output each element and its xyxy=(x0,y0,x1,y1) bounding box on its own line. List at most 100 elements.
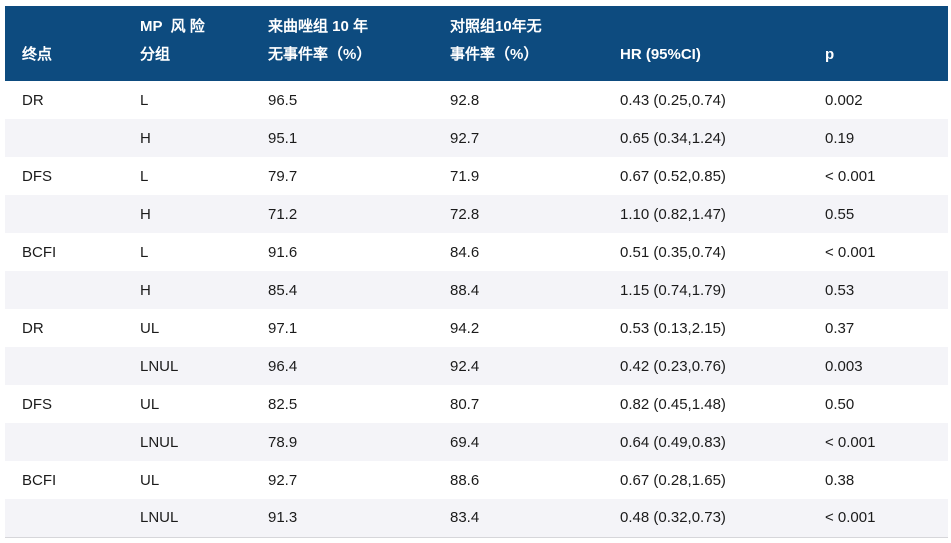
header-cell-control-rate: 对照组10年无 事件率（%） xyxy=(433,6,603,81)
cell-mp-risk-group: L xyxy=(140,243,149,261)
cell-hr: 0.53 (0.13,2.15) xyxy=(620,319,726,337)
cell-mp-risk-group: LNUL xyxy=(140,433,179,451)
cell-mp-risk-group: UL xyxy=(140,471,160,489)
cell-mp-risk-group: L xyxy=(140,167,149,185)
cell-p-value: 0.37 xyxy=(825,319,855,337)
table-row: LNUL 96.4 92.4 0.42 (0.23,0.76) 0.003 xyxy=(5,347,948,385)
header-cell-mp-risk-group: MP 风 险 分组 xyxy=(123,6,251,81)
cell-p-value: < 0.001 xyxy=(825,243,876,261)
cell-hr: 0.67 (0.28,1.65) xyxy=(620,471,726,489)
results-table-container: 终点 MP 风 险 分组 来曲唑组 10 年 无事件率（%） 对照组10年无 事… xyxy=(5,6,948,538)
cell-endpoint xyxy=(5,119,123,157)
cell-hr: 0.67 (0.52,0.85) xyxy=(620,167,726,185)
cell-letrozole-rate: 95.1 xyxy=(268,129,298,147)
table-row: H 71.2 72.8 1.10 (0.82,1.47) 0.55 xyxy=(5,195,948,233)
cell-hr: 0.42 (0.23,0.76) xyxy=(620,357,726,375)
cell-hr: 1.10 (0.82,1.47) xyxy=(620,205,726,223)
header-cell-p: p xyxy=(808,6,948,81)
cell-control-rate: 80.7 xyxy=(450,395,480,413)
table-row: BCFI L 91.6 84.6 0.51 (0.35,0.74) < 0.001 xyxy=(5,233,948,271)
cell-endpoint xyxy=(5,423,123,461)
cell-hr: 0.48 (0.32,0.73) xyxy=(620,509,726,527)
cell-control-rate: 88.6 xyxy=(450,471,480,489)
cell-endpoint: DFS xyxy=(22,395,52,413)
cell-p-value: 0.55 xyxy=(825,205,855,223)
table-row: LNUL 91.3 83.4 0.48 (0.32,0.73) < 0.001 xyxy=(5,499,948,537)
cell-hr: 0.51 (0.35,0.74) xyxy=(620,243,726,261)
cell-hr: 1.15 (0.74,1.79) xyxy=(620,281,726,299)
cell-mp-risk-group: UL xyxy=(140,319,160,337)
header-p-label: p xyxy=(825,46,835,63)
cell-control-rate: 92.8 xyxy=(450,91,480,109)
cell-control-rate: 72.8 xyxy=(450,205,480,223)
cell-letrozole-rate: 71.2 xyxy=(268,205,298,223)
cell-hr: 0.43 (0.25,0.74) xyxy=(620,91,726,109)
table-row: DFS L 79.7 71.9 0.67 (0.52,0.85) < 0.001 xyxy=(5,157,948,195)
table-row: H 85.4 88.4 1.15 (0.74,1.79) 0.53 xyxy=(5,271,948,309)
cell-mp-risk-group: H xyxy=(140,129,151,147)
cell-endpoint: DFS xyxy=(22,167,52,185)
cell-endpoint xyxy=(5,195,123,233)
cell-p-value: < 0.001 xyxy=(825,167,876,185)
cell-hr: 0.65 (0.34,1.24) xyxy=(620,129,726,147)
table-row: DR L 96.5 92.8 0.43 (0.25,0.74) 0.002 xyxy=(5,81,948,119)
cell-letrozole-rate: 96.4 xyxy=(268,357,298,375)
cell-endpoint xyxy=(5,499,123,537)
cell-p-value: 0.50 xyxy=(825,395,855,413)
table-row: DR UL 97.1 94.2 0.53 (0.13,2.15) 0.37 xyxy=(5,309,948,347)
cell-p-value: < 0.001 xyxy=(825,509,876,527)
cell-letrozole-rate: 97.1 xyxy=(268,319,298,337)
header-cell-letrozole-rate: 来曲唑组 10 年 无事件率（%） xyxy=(251,6,433,81)
cell-control-rate: 92.7 xyxy=(450,129,480,147)
cell-mp-risk-group: H xyxy=(140,281,151,299)
cell-letrozole-rate: 91.6 xyxy=(268,243,298,261)
cell-mp-risk-group: UL xyxy=(140,395,160,413)
header-letrozole-line2: 无事件率（%） xyxy=(268,46,372,63)
header-control-line1: 对照组10年无 xyxy=(450,18,542,35)
cell-hr: 0.64 (0.49,0.83) xyxy=(620,433,726,451)
cell-endpoint: BCFI xyxy=(22,243,57,261)
header-mp-group-line1: MP 风 险 xyxy=(140,18,205,35)
cell-endpoint xyxy=(5,271,123,309)
table-header: 终点 MP 风 险 分组 来曲唑组 10 年 无事件率（%） 对照组10年无 事… xyxy=(5,6,948,81)
cell-letrozole-rate: 82.5 xyxy=(268,395,298,413)
cell-control-rate: 69.4 xyxy=(450,433,480,451)
cell-mp-risk-group: LNUL xyxy=(140,357,179,375)
cell-p-value: 0.53 xyxy=(825,281,855,299)
cell-letrozole-rate: 92.7 xyxy=(268,471,298,489)
cell-p-value: 0.002 xyxy=(825,91,863,109)
cell-letrozole-rate: 79.7 xyxy=(268,167,298,185)
cell-mp-risk-group: H xyxy=(140,205,151,223)
cell-control-rate: 83.4 xyxy=(450,509,480,527)
cell-letrozole-rate: 96.5 xyxy=(268,91,298,109)
table-row: DFS UL 82.5 80.7 0.82 (0.45,1.48) 0.50 xyxy=(5,385,948,423)
table-row: LNUL 78.9 69.4 0.64 (0.49,0.83) < 0.001 xyxy=(5,423,948,461)
header-mp-group-line2: 分组 xyxy=(140,46,171,63)
cell-p-value: 0.19 xyxy=(825,129,855,147)
cell-control-rate: 71.9 xyxy=(450,167,480,185)
cell-endpoint: DR xyxy=(22,91,44,109)
header-control-line2: 事件率（%） xyxy=(450,46,539,63)
header-cell-endpoint: 终点 xyxy=(5,6,123,81)
header-hr-label: HR (95%CI) xyxy=(620,46,701,63)
cell-endpoint: BCFI xyxy=(22,471,57,489)
cell-endpoint xyxy=(5,347,123,385)
cell-control-rate: 88.4 xyxy=(450,281,480,299)
cell-control-rate: 92.4 xyxy=(450,357,480,375)
cell-control-rate: 84.6 xyxy=(450,243,480,261)
header-letrozole-line1: 来曲唑组 10 年 xyxy=(268,18,369,35)
cell-endpoint: DR xyxy=(22,319,44,337)
cell-p-value: 0.003 xyxy=(825,357,863,375)
header-row: 终点 MP 风 险 分组 来曲唑组 10 年 无事件率（%） 对照组10年无 事… xyxy=(5,6,948,81)
table-row: H 95.1 92.7 0.65 (0.34,1.24) 0.19 xyxy=(5,119,948,157)
cell-letrozole-rate: 78.9 xyxy=(268,433,298,451)
cell-p-value: < 0.001 xyxy=(825,433,876,451)
results-table: 终点 MP 风 险 分组 来曲唑组 10 年 无事件率（%） 对照组10年无 事… xyxy=(5,6,948,538)
cell-p-value: 0.38 xyxy=(825,471,855,489)
table-body: DR L 96.5 92.8 0.43 (0.25,0.74) 0.002 H 95.1 92.… xyxy=(5,81,948,537)
cell-mp-risk-group: L xyxy=(140,91,149,109)
header-endpoint-label: 终点 xyxy=(22,46,53,63)
table-row: BCFI UL 92.7 88.6 0.67 (0.28,1.65) 0.38 xyxy=(5,461,948,499)
header-cell-hr: HR (95%CI) xyxy=(603,6,808,81)
